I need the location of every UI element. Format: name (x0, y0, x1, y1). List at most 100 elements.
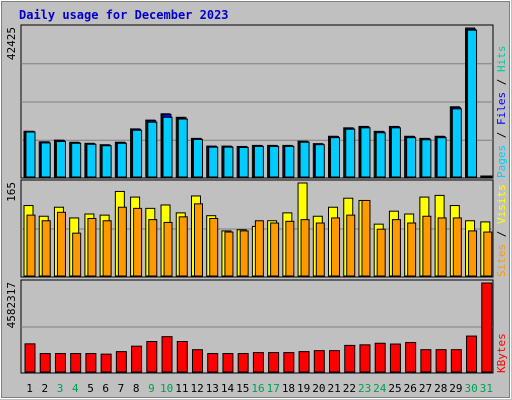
y-max-label: 42425 (5, 27, 18, 60)
bar-pages (406, 137, 417, 178)
bar-pages (314, 144, 325, 178)
day-label: 14 (221, 382, 235, 395)
bar-kbytes (450, 349, 462, 373)
bar-sites (468, 230, 478, 277)
day-label: 11 (175, 382, 188, 395)
bar-kbytes (466, 335, 478, 373)
day-label: 20 (312, 382, 325, 395)
bar-pages (71, 142, 82, 178)
bar-pages (132, 129, 143, 178)
bar-kbytes (481, 282, 493, 373)
bar-pages (299, 141, 310, 178)
bar-kbytes (252, 352, 264, 373)
bar-sites (483, 231, 493, 277)
bar-pages (162, 116, 173, 178)
bar-sites (391, 219, 401, 277)
day-label: 3 (57, 382, 64, 395)
bar-kbytes (268, 352, 280, 373)
legend-sep: / (495, 125, 508, 145)
day-label: 5 (87, 382, 94, 395)
bar-sites (407, 222, 417, 277)
day-label: 6 (102, 382, 109, 395)
bar-kbytes (85, 353, 97, 373)
bar-pages (269, 145, 280, 178)
bar-pages (253, 145, 264, 178)
day-label: 23 (358, 382, 371, 395)
bar-kbytes (176, 341, 188, 373)
day-label: 12 (190, 382, 203, 395)
bar-kbytes (344, 344, 356, 373)
day-label: 27 (419, 382, 432, 395)
day-label: 9 (148, 382, 155, 395)
bar-kbytes (237, 353, 249, 373)
bar-pages (192, 138, 203, 178)
day-label: 2 (42, 382, 49, 395)
day-label: 15 (236, 382, 249, 395)
bar-pages (40, 142, 51, 178)
bar-pages (467, 29, 478, 178)
legend-pages: Pages (495, 145, 508, 178)
day-label: 22 (343, 382, 356, 395)
bar-pages (55, 141, 66, 178)
day-label: 4 (72, 382, 79, 395)
day-label: 1 (26, 382, 33, 395)
bar-sites (178, 216, 188, 277)
bar-kbytes (283, 352, 295, 373)
legend-1: Pages / Files / Hits (495, 46, 508, 179)
bar-sites (209, 218, 219, 277)
bar-pages (421, 139, 432, 178)
bar-kbytes (191, 349, 203, 373)
bar-kbytes (207, 353, 219, 373)
bar-pages (116, 142, 127, 178)
legend-sep: / (495, 224, 508, 244)
bar-sites (193, 203, 203, 277)
bar-kbytes (100, 353, 112, 373)
bar-kbytes (374, 342, 386, 373)
bar-sites (26, 214, 36, 277)
bar-sites (56, 211, 66, 277)
bar-kbytes (131, 345, 143, 373)
day-label: 31 (480, 382, 493, 395)
bar-sites (270, 222, 280, 277)
bar-kbytes (420, 349, 432, 373)
panel-1: 42425 Pages / Files / Hits (5, 24, 508, 179)
bar-kbytes (146, 341, 158, 373)
bar-sites (224, 231, 234, 277)
bar-pages (390, 127, 401, 178)
bar-kbytes (161, 336, 173, 373)
bar-pages (482, 175, 493, 178)
bar-kbytes (115, 351, 127, 373)
bar-sites (87, 218, 97, 277)
bar-pages (223, 146, 234, 178)
day-label: 7 (118, 382, 125, 395)
day-label: 26 (404, 382, 417, 395)
bar-sites (437, 217, 447, 277)
bar-sites (452, 217, 462, 277)
bar-pages (147, 121, 158, 178)
bar-sites (422, 215, 432, 277)
bar-sites (300, 219, 310, 277)
bar-pages (101, 145, 112, 178)
day-label: 8 (133, 382, 140, 395)
bar-sites (102, 220, 112, 277)
legend-files: Files (495, 92, 508, 125)
day-label: 17 (267, 382, 280, 395)
bar-kbytes (389, 343, 401, 373)
bar-sites (148, 219, 158, 277)
day-label: 24 (373, 382, 387, 395)
bar-kbytes (329, 350, 341, 373)
bar-sites (254, 220, 264, 277)
bar-pages (451, 108, 462, 178)
bar-pages (208, 146, 219, 178)
bar-sites (117, 206, 127, 277)
panel-3: 4582317 KBytes (5, 279, 508, 374)
legend-visits: Visits (495, 184, 508, 224)
day-label: 10 (160, 382, 173, 395)
bar-sites (163, 221, 173, 277)
y-max-label: 4582317 (5, 282, 18, 328)
bar-kbytes (298, 351, 310, 373)
bar-pages (375, 132, 386, 178)
bar-sites (72, 232, 82, 277)
